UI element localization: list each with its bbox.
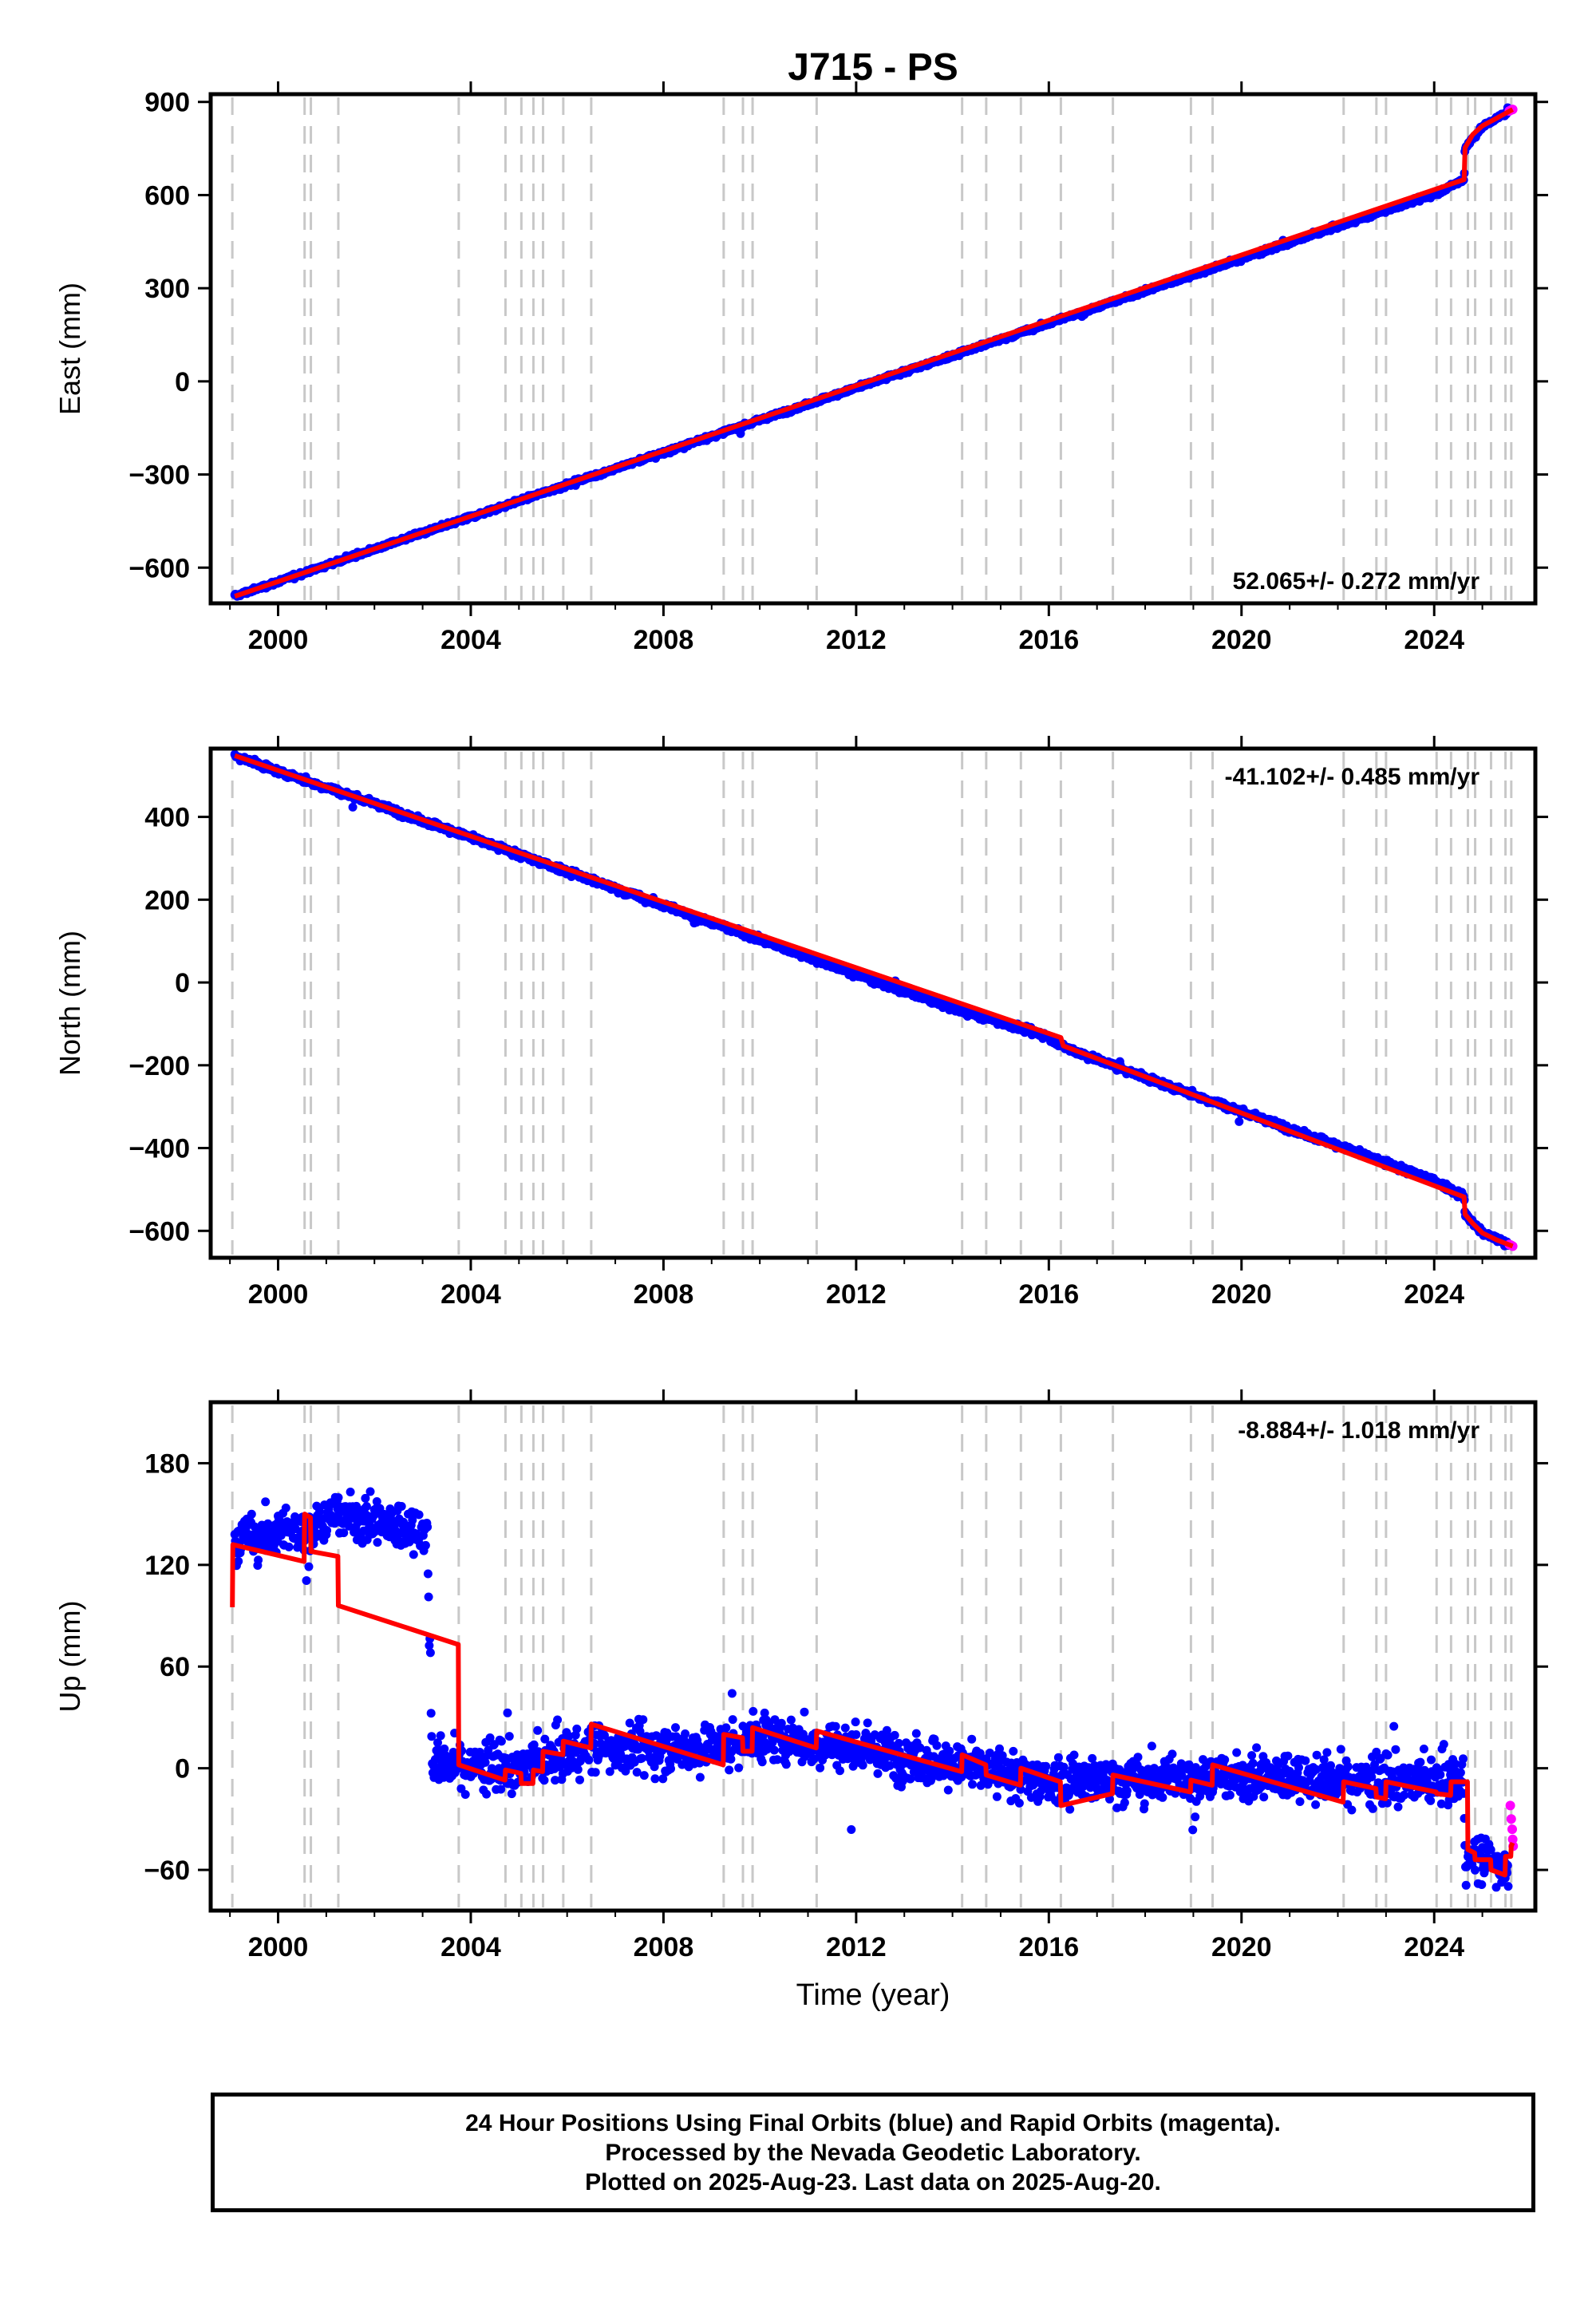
final-orbit-point bbox=[427, 1732, 437, 1741]
final-orbit-point bbox=[322, 1526, 332, 1535]
plot-area bbox=[230, 1487, 1519, 1892]
final-orbit-point bbox=[426, 1709, 436, 1718]
final-orbit-point bbox=[408, 1516, 417, 1525]
x-tick-label: 2016 bbox=[1019, 1279, 1080, 1310]
y-tick-label: 300 bbox=[144, 274, 190, 304]
final-orbit-point bbox=[425, 1641, 434, 1650]
y-tick-label: −600 bbox=[128, 553, 190, 583]
final-orbit-point bbox=[433, 1738, 442, 1748]
x-tick-label: 2008 bbox=[634, 1279, 694, 1310]
y-tick-label: 200 bbox=[144, 885, 190, 915]
model-fit-line bbox=[234, 107, 1515, 599]
final-orbit-point bbox=[539, 1776, 549, 1785]
final-orbit-points bbox=[230, 103, 1513, 601]
final-orbit-point bbox=[361, 1502, 371, 1511]
final-orbit-point bbox=[261, 1497, 271, 1507]
final-orbit-point bbox=[460, 1790, 470, 1799]
final-orbit-point bbox=[281, 1504, 290, 1512]
final-orbit-point bbox=[234, 1556, 243, 1566]
final-orbit-point bbox=[372, 1497, 381, 1506]
final-orbit-point bbox=[315, 1507, 325, 1516]
final-orbit-point bbox=[254, 1555, 263, 1565]
east-panel: 2000 2004 2008 2012 2016 2020 2024 −600 −300 0 300… bbox=[53, 81, 1548, 655]
final-orbit-point bbox=[334, 1493, 343, 1502]
figure-title: J715 - PS bbox=[788, 46, 958, 89]
y-tick-label: −400 bbox=[128, 1134, 190, 1164]
north-panel: 2000 2004 2008 2012 2016 2020 2024−600−400−200… bbox=[53, 736, 1548, 1310]
final-orbit-point bbox=[365, 1487, 375, 1496]
y-tick-label: 900 bbox=[144, 88, 190, 118]
y-tick-label: −200 bbox=[128, 1051, 190, 1081]
final-orbit-point bbox=[436, 1731, 445, 1741]
y-axis-label: North (mm) bbox=[53, 931, 86, 1076]
equipment-change-lines bbox=[231, 97, 1513, 600]
final-orbit-point bbox=[361, 1493, 370, 1503]
x-tick-label: 2004 bbox=[440, 625, 501, 655]
final-orbit-point bbox=[346, 1488, 355, 1496]
x-tick-label: 2016 bbox=[1019, 625, 1080, 655]
final-orbit-point bbox=[529, 1740, 539, 1749]
final-orbit-point bbox=[421, 1540, 430, 1550]
x-tick-label: 2020 bbox=[1211, 1279, 1272, 1310]
equipment-change-lines bbox=[231, 1405, 1513, 1907]
x-tick-label: 2012 bbox=[826, 1279, 887, 1310]
y-tick-label: −600 bbox=[128, 1216, 190, 1247]
x-tick-label: 2012 bbox=[826, 625, 887, 655]
plot-frame bbox=[208, 92, 1538, 606]
final-orbit-point bbox=[504, 1732, 514, 1741]
final-orbit-point bbox=[496, 1737, 506, 1746]
final-orbit-point bbox=[405, 1537, 414, 1547]
final-orbit-point bbox=[423, 1569, 433, 1579]
velocity-rate-label: 52.065+/- 0.272 mm/yr bbox=[1233, 568, 1480, 595]
final-orbit-point bbox=[496, 1784, 506, 1794]
final-orbit-point bbox=[302, 1576, 311, 1585]
final-orbit-point bbox=[397, 1502, 406, 1511]
x-tick-label: 2000 bbox=[248, 625, 309, 655]
final-orbit-points bbox=[230, 1487, 1513, 1892]
plot-frame bbox=[208, 746, 1538, 1260]
velocity-rate-label: -41.102+/- 0.485 mm/yr bbox=[1225, 764, 1480, 790]
x-tick-label: 2024 bbox=[1404, 625, 1464, 655]
x-tick-label: 2000 bbox=[248, 1279, 309, 1310]
up-panel: 2000 2004 2008 2012 2016 2020 2024−60060120180… bbox=[53, 1389, 1548, 1962]
final-orbit-point bbox=[482, 1789, 492, 1799]
final-orbit-point bbox=[503, 1708, 512, 1717]
equipment-change-lines bbox=[231, 752, 1513, 1255]
final-orbit-point bbox=[533, 1725, 543, 1735]
final-orbit-point bbox=[507, 1789, 516, 1799]
final-orbit-point bbox=[339, 1528, 349, 1538]
plot-area bbox=[230, 103, 1518, 601]
final-orbit-point bbox=[1235, 1117, 1244, 1126]
y-axis-label: East (mm) bbox=[53, 283, 86, 415]
final-orbit-point bbox=[409, 1550, 418, 1559]
final-orbit-point bbox=[304, 1562, 314, 1571]
y-tick-label: 0 bbox=[175, 968, 190, 998]
y-tick-label: 600 bbox=[144, 180, 190, 211]
final-orbit-point bbox=[414, 1510, 424, 1520]
final-orbit-point bbox=[263, 1519, 273, 1528]
final-orbit-point bbox=[373, 1538, 382, 1547]
x-tick-label: 2024 bbox=[1404, 1279, 1464, 1310]
y-tick-label: 400 bbox=[144, 803, 190, 833]
final-orbit-points bbox=[230, 749, 1513, 1251]
final-orbit-point bbox=[425, 1648, 435, 1658]
final-orbit-point bbox=[423, 1522, 433, 1531]
y-tick-label: −300 bbox=[128, 460, 190, 491]
final-orbit-point bbox=[290, 1524, 300, 1534]
final-orbit-point bbox=[424, 1592, 433, 1602]
final-orbit-point bbox=[247, 1509, 256, 1519]
final-orbit-point bbox=[480, 1757, 490, 1767]
final-orbit-point bbox=[485, 1733, 495, 1742]
plot-area bbox=[230, 749, 1518, 1251]
model-fit-line bbox=[234, 753, 1514, 1249]
final-orbit-point bbox=[284, 1542, 294, 1551]
x-tick-label: 2008 bbox=[634, 625, 694, 655]
x-tick-label: 2020 bbox=[1211, 625, 1272, 655]
x-tick-label: 2004 bbox=[440, 1279, 501, 1310]
y-tick-label: 0 bbox=[175, 367, 190, 397]
final-orbit-point bbox=[348, 802, 358, 812]
